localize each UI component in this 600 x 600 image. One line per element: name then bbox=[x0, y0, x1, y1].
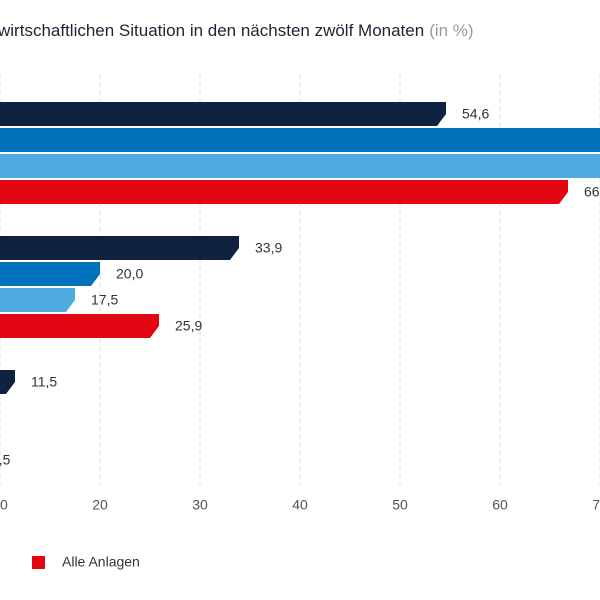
data-label: 66,8 bbox=[584, 184, 600, 200]
data-label: 54,6 bbox=[462, 106, 489, 122]
bar bbox=[0, 262, 100, 286]
chart-title: wirtschaftlichen Situation in den nächst… bbox=[0, 21, 474, 40]
x-tick-label: 30 bbox=[192, 497, 208, 513]
legend-label: Alle Anlagen bbox=[62, 554, 140, 570]
data-label: 20,0 bbox=[116, 266, 143, 282]
legend-swatch bbox=[32, 556, 45, 569]
data-label: 33,9 bbox=[255, 240, 282, 256]
x-tick-label: 40 bbox=[292, 497, 308, 513]
bar bbox=[0, 236, 239, 260]
x-tick-label: 50 bbox=[392, 497, 408, 513]
x-tick-label: 10 bbox=[0, 497, 8, 513]
bar bbox=[0, 180, 568, 204]
x-tick-label: 20 bbox=[92, 497, 108, 513]
bar bbox=[0, 288, 75, 312]
bar bbox=[0, 314, 159, 338]
bar bbox=[0, 102, 446, 126]
bar bbox=[0, 128, 600, 152]
data-label: 7,5 bbox=[0, 452, 11, 468]
bar bbox=[0, 370, 15, 394]
data-label: 17,5 bbox=[91, 292, 118, 308]
data-label: 11,5 bbox=[31, 374, 57, 390]
x-tick-label: 70 bbox=[592, 497, 600, 513]
subtitle: (in %) bbox=[429, 21, 473, 40]
x-tick-label: 60 bbox=[492, 497, 508, 513]
title: wirtschaftlichen Situation in den nächst… bbox=[0, 21, 424, 40]
bar bbox=[0, 154, 600, 178]
data-label: 25,9 bbox=[175, 318, 202, 334]
